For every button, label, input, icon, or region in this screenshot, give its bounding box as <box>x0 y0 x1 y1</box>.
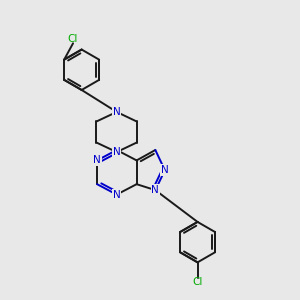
Text: N: N <box>93 155 101 165</box>
Text: N: N <box>152 185 159 195</box>
Text: N: N <box>113 190 121 200</box>
Text: Cl: Cl <box>68 34 78 44</box>
Text: N: N <box>113 107 121 117</box>
Text: Cl: Cl <box>192 277 203 287</box>
Text: N: N <box>161 165 169 175</box>
Text: N: N <box>113 147 121 157</box>
